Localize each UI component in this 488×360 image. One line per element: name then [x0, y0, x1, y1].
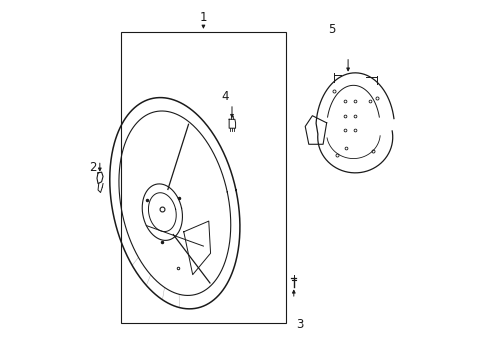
Text: 1: 1	[199, 11, 207, 24]
Text: 5: 5	[327, 23, 335, 36]
Text: 4: 4	[221, 90, 228, 103]
Text: 3: 3	[296, 318, 303, 331]
Text: 2: 2	[89, 161, 96, 174]
Bar	[121, 32, 285, 323]
